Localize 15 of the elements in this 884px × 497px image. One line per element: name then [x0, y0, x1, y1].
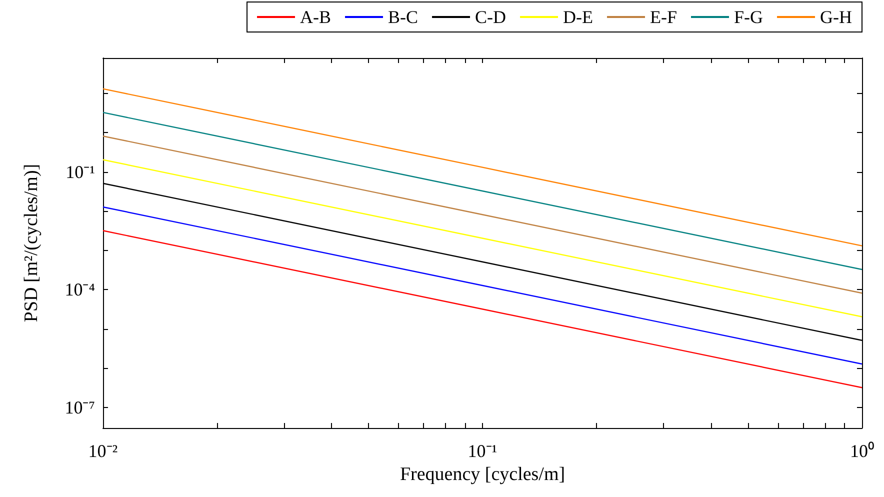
x-tick-label: 10⁻²	[88, 441, 118, 461]
x-tick-label: 10⁰	[850, 441, 874, 461]
y-axis-title: PSD [m²/(cycles/m)]	[21, 164, 42, 322]
legend-label: A-B	[300, 7, 332, 27]
x-tick-label: 10⁻¹	[468, 441, 498, 461]
y-tick-label: 10⁻¹	[66, 162, 95, 182]
legend-label: B-C	[388, 7, 418, 27]
legend-label: G-H	[820, 7, 852, 27]
legend-label: C-D	[475, 7, 506, 27]
y-tick-label: 10⁻⁴	[64, 280, 95, 300]
y-tick-label: 10⁻⁷	[64, 397, 95, 418]
legend-label: F-G	[734, 7, 764, 27]
legend-label: D-E	[563, 7, 594, 27]
legend-label: E-F	[650, 7, 678, 27]
x-axis-title: Frequency [cycles/m]	[400, 464, 566, 485]
